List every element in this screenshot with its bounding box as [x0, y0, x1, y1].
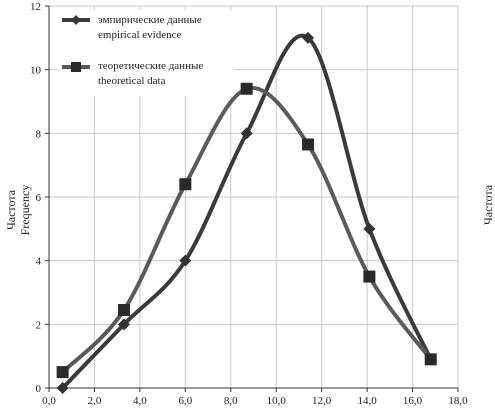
data-point-empirical	[363, 222, 376, 235]
x-tick-label: 18,0	[448, 395, 468, 407]
x-tick-label: 16,0	[403, 395, 423, 407]
legend: эмпирические данные empirical evidence т…	[58, 10, 234, 96]
series-markers	[56, 31, 437, 394]
grid	[49, 5, 459, 388]
y-tick-label: 12	[30, 1, 41, 13]
data-point-theoretical	[424, 353, 437, 366]
y-tick-label: 10	[30, 65, 42, 77]
y-axis-label-ru: Частота	[4, 189, 18, 230]
legend-label-empirical-ru: эмпирические данные	[98, 14, 202, 26]
legend-marker-theoretical	[71, 62, 81, 72]
data-point-theoretical	[117, 304, 130, 317]
y-tick-label: 6	[36, 192, 42, 204]
x-axis-ticks: 0,0 2,0 4,0 6,0 8,0 10,0 12,0 14,0 16,0 18,0	[42, 388, 468, 407]
x-tick-label: 0,0	[42, 395, 56, 407]
x-tick-label: 12,0	[312, 395, 332, 407]
x-tick-label: 10,0	[267, 395, 287, 407]
x-tick-label: 6,0	[178, 395, 192, 407]
data-point-theoretical	[302, 138, 315, 151]
data-point-theoretical	[56, 366, 69, 379]
x-tick-label: 2,0	[88, 395, 102, 407]
data-point-empirical	[179, 254, 192, 267]
data-point-theoretical	[179, 178, 192, 191]
data-point-theoretical	[363, 270, 376, 283]
y-tick-label: 8	[36, 128, 42, 140]
y-tick-label: 2	[36, 319, 42, 331]
data-point-empirical	[117, 318, 130, 331]
legend-background	[58, 10, 234, 96]
legend-label-theoretical-ru: теоретические данные	[98, 60, 203, 72]
x-tick-label: 4,0	[133, 395, 147, 407]
legend-label-empirical-en: empirical evidence	[98, 29, 181, 41]
x-tick-label: 14,0	[357, 395, 377, 407]
right-axis-label: Частота	[481, 184, 495, 225]
data-point-empirical	[302, 31, 315, 44]
legend-marker-empirical	[71, 15, 81, 25]
y-tick-label: 4	[36, 256, 42, 268]
data-point-empirical	[240, 127, 253, 140]
data-point-empirical	[56, 382, 69, 394]
x-tick-label: 8,0	[224, 395, 238, 407]
legend-label-theoretical-en: theoretical data	[98, 75, 166, 87]
y-tick-label: 0	[36, 383, 42, 395]
y-axis-label-en: Frequency	[18, 185, 32, 236]
y-axis-ticks: 0 2 4 6 8 10 12	[30, 1, 49, 395]
data-point-theoretical	[240, 82, 253, 95]
